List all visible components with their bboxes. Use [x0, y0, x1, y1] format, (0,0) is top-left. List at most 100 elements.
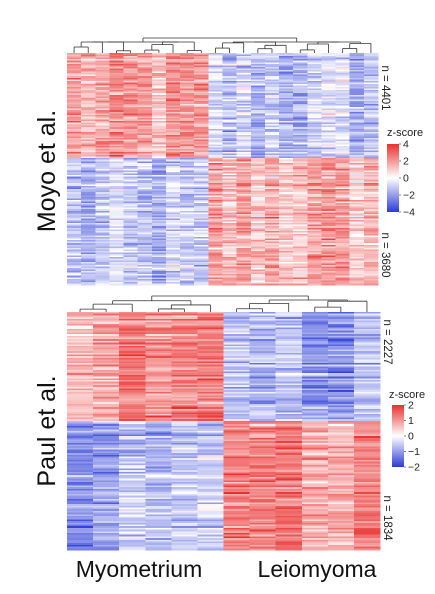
heatmap-cell: [222, 243, 238, 246]
heatmap-cell: [264, 266, 280, 269]
heatmap-cell: [222, 172, 238, 175]
heatmap-cell: [327, 529, 355, 532]
heatmap-cell: [145, 478, 172, 481]
heatmap-cell: [353, 521, 381, 524]
heatmap-cell: [249, 461, 277, 464]
heatmap-cell: [109, 232, 124, 235]
heatmap-cell: [180, 272, 195, 275]
heatmap-cell: [264, 74, 280, 77]
heatmap-cell: [321, 170, 336, 173]
heatmap-cell: [335, 85, 351, 88]
heatmap-cell: [307, 212, 322, 215]
heatmap-cell: [81, 274, 96, 277]
heatmap-cell: [264, 144, 280, 147]
heatmap-cell: [293, 162, 308, 165]
heatmap-cell: [151, 235, 167, 238]
heatmap-cell: [249, 492, 277, 495]
heatmap-cell: [222, 65, 238, 68]
heatmap-cell: [95, 186, 110, 188]
heatmap-cell: [223, 439, 250, 442]
heatmap-cell: [264, 119, 280, 122]
heatmap-cell: [335, 203, 351, 205]
heatmap-cell: [95, 113, 110, 116]
heatmap-cell: [293, 74, 308, 77]
heatmap-cell: [275, 410, 303, 413]
heatmap-cell: [67, 487, 94, 490]
heatmap-cell: [109, 240, 124, 243]
heatmap-cell: [208, 148, 223, 151]
heatmap-cell: [67, 261, 82, 264]
heatmap-cell: [137, 94, 153, 97]
heatmap-cell: [363, 204, 379, 207]
heatmap-cell: [275, 332, 303, 335]
heatmap-cell: [349, 172, 365, 175]
heatmap-cell: [321, 90, 336, 93]
colorbar-gradient: [387, 144, 399, 212]
heatmap-cell: [321, 198, 336, 201]
heatmap-cell: [335, 128, 351, 131]
heatmap-cell: [93, 449, 120, 452]
heatmap-cell: [293, 176, 308, 179]
heatmap-cell: [293, 235, 308, 238]
heatmap-cell: [363, 258, 379, 261]
heatmap-cell: [222, 170, 238, 173]
heatmap-cell: [363, 59, 379, 62]
heatmap-cell: [301, 403, 329, 406]
heatmap-cell: [180, 207, 195, 210]
heatmap-cell: [81, 233, 96, 236]
heatmap-cell: [171, 487, 198, 490]
heatmap-cell: [223, 400, 250, 403]
heatmap-cell: [264, 196, 280, 199]
heatmap-cell: [275, 444, 303, 447]
heatmap-cell: [137, 56, 153, 59]
heatmap-cell: [279, 111, 294, 114]
heatmap-cell: [109, 139, 124, 142]
heatmap-cell: [109, 195, 124, 198]
heatmap-cell: [171, 397, 198, 400]
heatmap-cell: [197, 359, 224, 362]
heatmap-cell: [335, 159, 351, 162]
heatmap-cell: [171, 476, 198, 479]
colorbar-tick-label: −4: [403, 207, 415, 219]
heatmap-cell: [165, 80, 181, 83]
heatmap-cell: [293, 189, 308, 192]
heatmap-cell: [165, 145, 181, 148]
heatmap-cell: [293, 114, 308, 117]
heatmap-cell: [335, 206, 351, 209]
heatmap-cell: [321, 158, 336, 161]
heatmap-cell: [93, 454, 120, 457]
heatmap-cell: [279, 204, 294, 207]
heatmap-cell: [307, 237, 322, 239]
heatmap-cell: [301, 453, 329, 456]
heatmap-cell: [194, 229, 209, 232]
heatmap-cell: [236, 156, 252, 159]
heatmap-cell: [223, 312, 250, 315]
heatmap-cell: [93, 361, 120, 364]
heatmap-cell: [119, 415, 146, 418]
heatmap-cell: [307, 131, 322, 134]
heatmap-cell: [264, 232, 280, 235]
heatmap-cell: [67, 193, 82, 196]
heatmap-cell: [223, 446, 250, 449]
heatmap-cell: [171, 359, 198, 362]
heatmap-cell: [321, 252, 336, 255]
heatmap-cell: [301, 422, 329, 425]
heatmap-cell: [145, 459, 172, 462]
heatmap-cell: [93, 410, 120, 413]
heatmap-cell: [151, 281, 167, 284]
heatmap-cell: [81, 88, 96, 91]
heatmap-cell: [293, 73, 308, 76]
heatmap-cell: [279, 122, 294, 125]
heatmap-cell: [307, 94, 322, 97]
heatmap-cell: [301, 378, 329, 381]
heatmap-cell: [275, 451, 303, 454]
heatmap-cell: [123, 144, 139, 147]
heatmap-cell: [93, 312, 120, 315]
heatmap-cell: [264, 233, 280, 236]
heatmap-cell: [363, 107, 379, 110]
heatmap-cell: [321, 110, 336, 113]
heatmap-cell: [119, 534, 146, 537]
heatmap-cell: [171, 417, 198, 420]
heatmap-cell: [151, 130, 167, 133]
heatmap-cell: [151, 136, 167, 139]
